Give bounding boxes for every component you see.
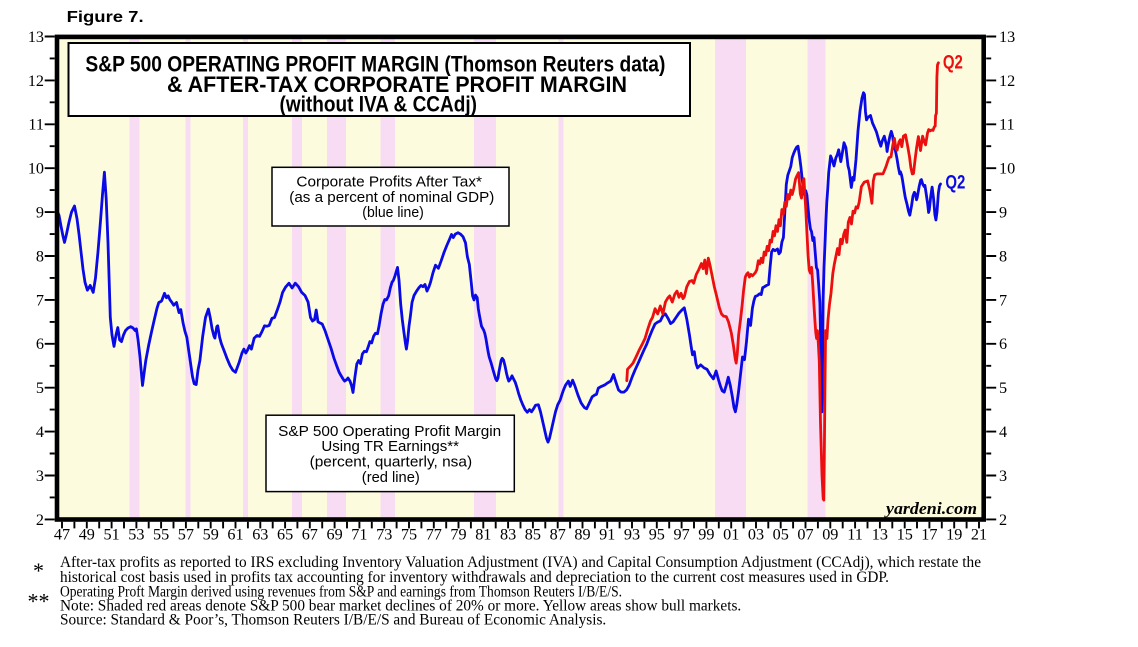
svg-text:03: 03 — [748, 526, 764, 544]
svg-text:95: 95 — [649, 526, 665, 544]
svg-text:01: 01 — [723, 526, 739, 544]
svg-text:13: 13 — [872, 526, 888, 544]
svg-text:81: 81 — [475, 526, 491, 544]
svg-text:5: 5 — [36, 379, 44, 397]
svg-text:93: 93 — [624, 526, 640, 544]
svg-text:Operating Proft Margin derived: Operating Proft Margin derived using rev… — [60, 584, 622, 601]
svg-text:05: 05 — [773, 526, 789, 544]
svg-text:2: 2 — [999, 511, 1007, 529]
svg-text:85: 85 — [525, 526, 541, 544]
svg-text:(without IVA & CCAdj): (without IVA & CCAdj) — [280, 92, 478, 117]
svg-text:79: 79 — [450, 526, 466, 544]
svg-text:15: 15 — [897, 526, 913, 544]
svg-text:3: 3 — [36, 467, 44, 485]
svg-text:(red line): (red line) — [362, 470, 420, 486]
svg-text:S&P 500 OPERATING PROFIT MARGI: S&P 500 OPERATING PROFIT MARGIN (Thomson… — [85, 52, 665, 77]
svg-text:11: 11 — [28, 116, 44, 134]
svg-text:4: 4 — [36, 423, 44, 441]
svg-text:10: 10 — [999, 160, 1015, 178]
svg-text:8: 8 — [999, 247, 1007, 265]
svg-text:47: 47 — [54, 526, 70, 544]
svg-text:97: 97 — [674, 526, 690, 544]
svg-text:73: 73 — [376, 526, 392, 544]
svg-text:61: 61 — [227, 526, 243, 544]
svg-text:Using TR Earnings**: Using TR Earnings** — [321, 439, 459, 455]
svg-text:89: 89 — [574, 526, 590, 544]
svg-text:57: 57 — [178, 526, 194, 544]
svg-text:12: 12 — [999, 72, 1015, 90]
svg-text:21: 21 — [971, 526, 987, 544]
svg-text:Source: Standard & Poor’s, Tho: Source: Standard & Poor’s, Thomson Reute… — [60, 611, 606, 628]
svg-text:Corporate Profits After Tax*: Corporate Profits After Tax* — [296, 174, 482, 190]
svg-text:69: 69 — [327, 526, 343, 544]
svg-text:(blue line): (blue line) — [362, 205, 424, 221]
svg-text:S&P 500 Operating Profit Margi: S&P 500 Operating Profit Margin — [278, 424, 501, 440]
svg-text:19: 19 — [946, 526, 962, 544]
svg-text:09: 09 — [822, 526, 838, 544]
svg-text:11: 11 — [847, 526, 863, 544]
svg-text:11: 11 — [999, 116, 1015, 134]
svg-text:51: 51 — [104, 526, 120, 544]
svg-text:71: 71 — [351, 526, 367, 544]
svg-text:65: 65 — [277, 526, 293, 544]
svg-text:5: 5 — [999, 379, 1007, 397]
svg-text:99: 99 — [698, 526, 714, 544]
svg-text:2: 2 — [36, 511, 44, 529]
svg-text:7: 7 — [999, 291, 1007, 309]
svg-text:49: 49 — [79, 526, 95, 544]
svg-text:67: 67 — [302, 526, 318, 544]
svg-text:13: 13 — [999, 28, 1015, 46]
svg-text:**: ** — [28, 589, 50, 614]
svg-text:(as a percent of nominal GDP): (as a percent of nominal GDP) — [289, 190, 494, 206]
svg-text:87: 87 — [550, 526, 566, 544]
svg-text:55: 55 — [153, 526, 169, 544]
svg-text:Note: Shaded red areas denote: Note: Shaded red areas denote S&P 500 be… — [60, 598, 741, 615]
svg-text:7: 7 — [36, 291, 44, 309]
svg-text:17: 17 — [921, 526, 937, 544]
svg-text:6: 6 — [999, 335, 1007, 353]
svg-text:07: 07 — [797, 526, 813, 544]
svg-text:63: 63 — [252, 526, 268, 544]
svg-text:*: * — [33, 558, 44, 583]
svg-text:9: 9 — [36, 204, 44, 222]
svg-text:6: 6 — [36, 335, 44, 353]
svg-text:Q2: Q2 — [943, 52, 963, 73]
svg-text:53: 53 — [128, 526, 144, 544]
svg-text:83: 83 — [500, 526, 516, 544]
svg-text:59: 59 — [203, 526, 219, 544]
svg-text:77: 77 — [426, 526, 442, 544]
svg-text:& AFTER-TAX CORPORATE PROFIT M: & AFTER-TAX CORPORATE PROFIT MARGIN — [167, 72, 627, 97]
svg-text:After-tax profits as reported: After-tax profits as reported to IRS exc… — [60, 554, 981, 571]
svg-text:historical cost basis used in: historical cost basis used in profits ta… — [60, 569, 889, 586]
svg-text:9: 9 — [999, 204, 1007, 222]
svg-text:91: 91 — [599, 526, 615, 544]
svg-text:12: 12 — [28, 72, 44, 90]
svg-text:4: 4 — [999, 423, 1007, 441]
svg-text:8: 8 — [36, 247, 44, 265]
svg-text:3: 3 — [999, 467, 1007, 485]
svg-text:75: 75 — [401, 526, 417, 544]
svg-text:Figure 7.: Figure 7. — [67, 9, 144, 26]
svg-text:Q2: Q2 — [945, 173, 965, 194]
svg-text:13: 13 — [28, 28, 44, 46]
svg-text:yardeni.com: yardeni.com — [884, 499, 977, 518]
svg-text:10: 10 — [28, 160, 44, 178]
svg-text:(percent, quarterly, nsa): (percent, quarterly, nsa) — [310, 455, 473, 471]
